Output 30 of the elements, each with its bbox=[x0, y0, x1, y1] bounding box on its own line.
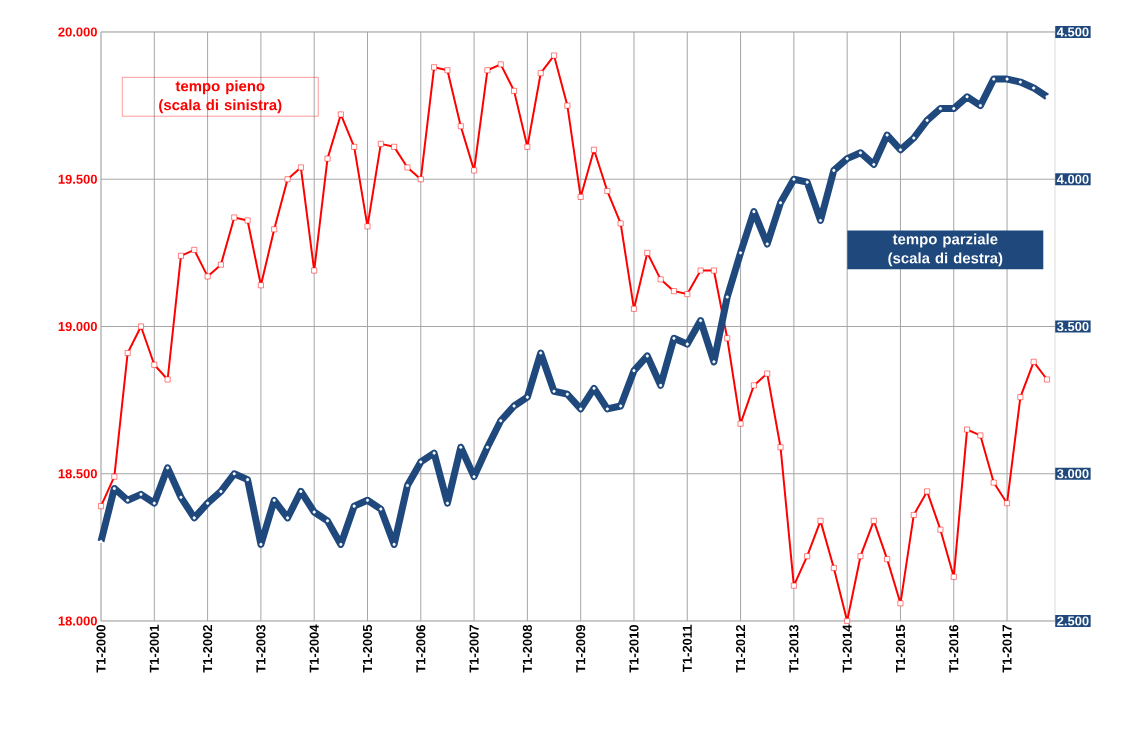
x-tick-label: T1-2003 bbox=[256, 624, 266, 673]
text: tempo parziale (scala di destra) bbox=[888, 233, 1003, 267]
x-tick-label: T1-2015 bbox=[895, 624, 906, 673]
x-tick-label: T1-2006 bbox=[416, 624, 426, 673]
x-tick-label: T1-2007 bbox=[469, 625, 479, 673]
y2-tick-label: 4.500 bbox=[1056, 27, 1089, 37]
x-tick-label: T1-2002 bbox=[203, 625, 213, 673]
x-tick-label: T1-2001 bbox=[149, 624, 159, 673]
y2-tick-label: 2.500 bbox=[1057, 616, 1089, 626]
y-tick-label: 19.000 bbox=[58, 321, 97, 332]
x-tick-label: T1-2005 bbox=[362, 624, 373, 673]
x-tick-label: T1-2011 bbox=[682, 624, 692, 672]
x-tick-label: T1-2016 bbox=[949, 624, 959, 673]
x-tick-label: T1-2009 bbox=[576, 625, 586, 673]
x-tick-label: T1-2017 bbox=[1002, 625, 1012, 673]
y-tick-label: 18.000 bbox=[58, 616, 97, 626]
x-tick-label: T1-2008 bbox=[522, 624, 532, 673]
y2-tick-label: 3.500 bbox=[1057, 321, 1089, 332]
y2-tick-label: 3.000 bbox=[1057, 469, 1089, 479]
x-tick-label: T1-2013 bbox=[789, 624, 799, 673]
text: tempo pieno (scala di sinistra) bbox=[159, 80, 282, 114]
y-tick-label: 18.500 bbox=[58, 469, 97, 479]
y-tick-label: 20.000 bbox=[58, 27, 97, 37]
x-tick-label: T1-2004 bbox=[309, 624, 319, 673]
x-tick-label: T1-2000 bbox=[96, 625, 106, 673]
x-tick-label: T1-2012 bbox=[735, 625, 746, 673]
y2-tick-label: 4.000 bbox=[1056, 174, 1089, 184]
x-tick-label: T1-2010 bbox=[629, 625, 639, 673]
x-tick-label: T1-2014 bbox=[842, 624, 852, 673]
y-tick-label: 19.500 bbox=[58, 174, 97, 184]
